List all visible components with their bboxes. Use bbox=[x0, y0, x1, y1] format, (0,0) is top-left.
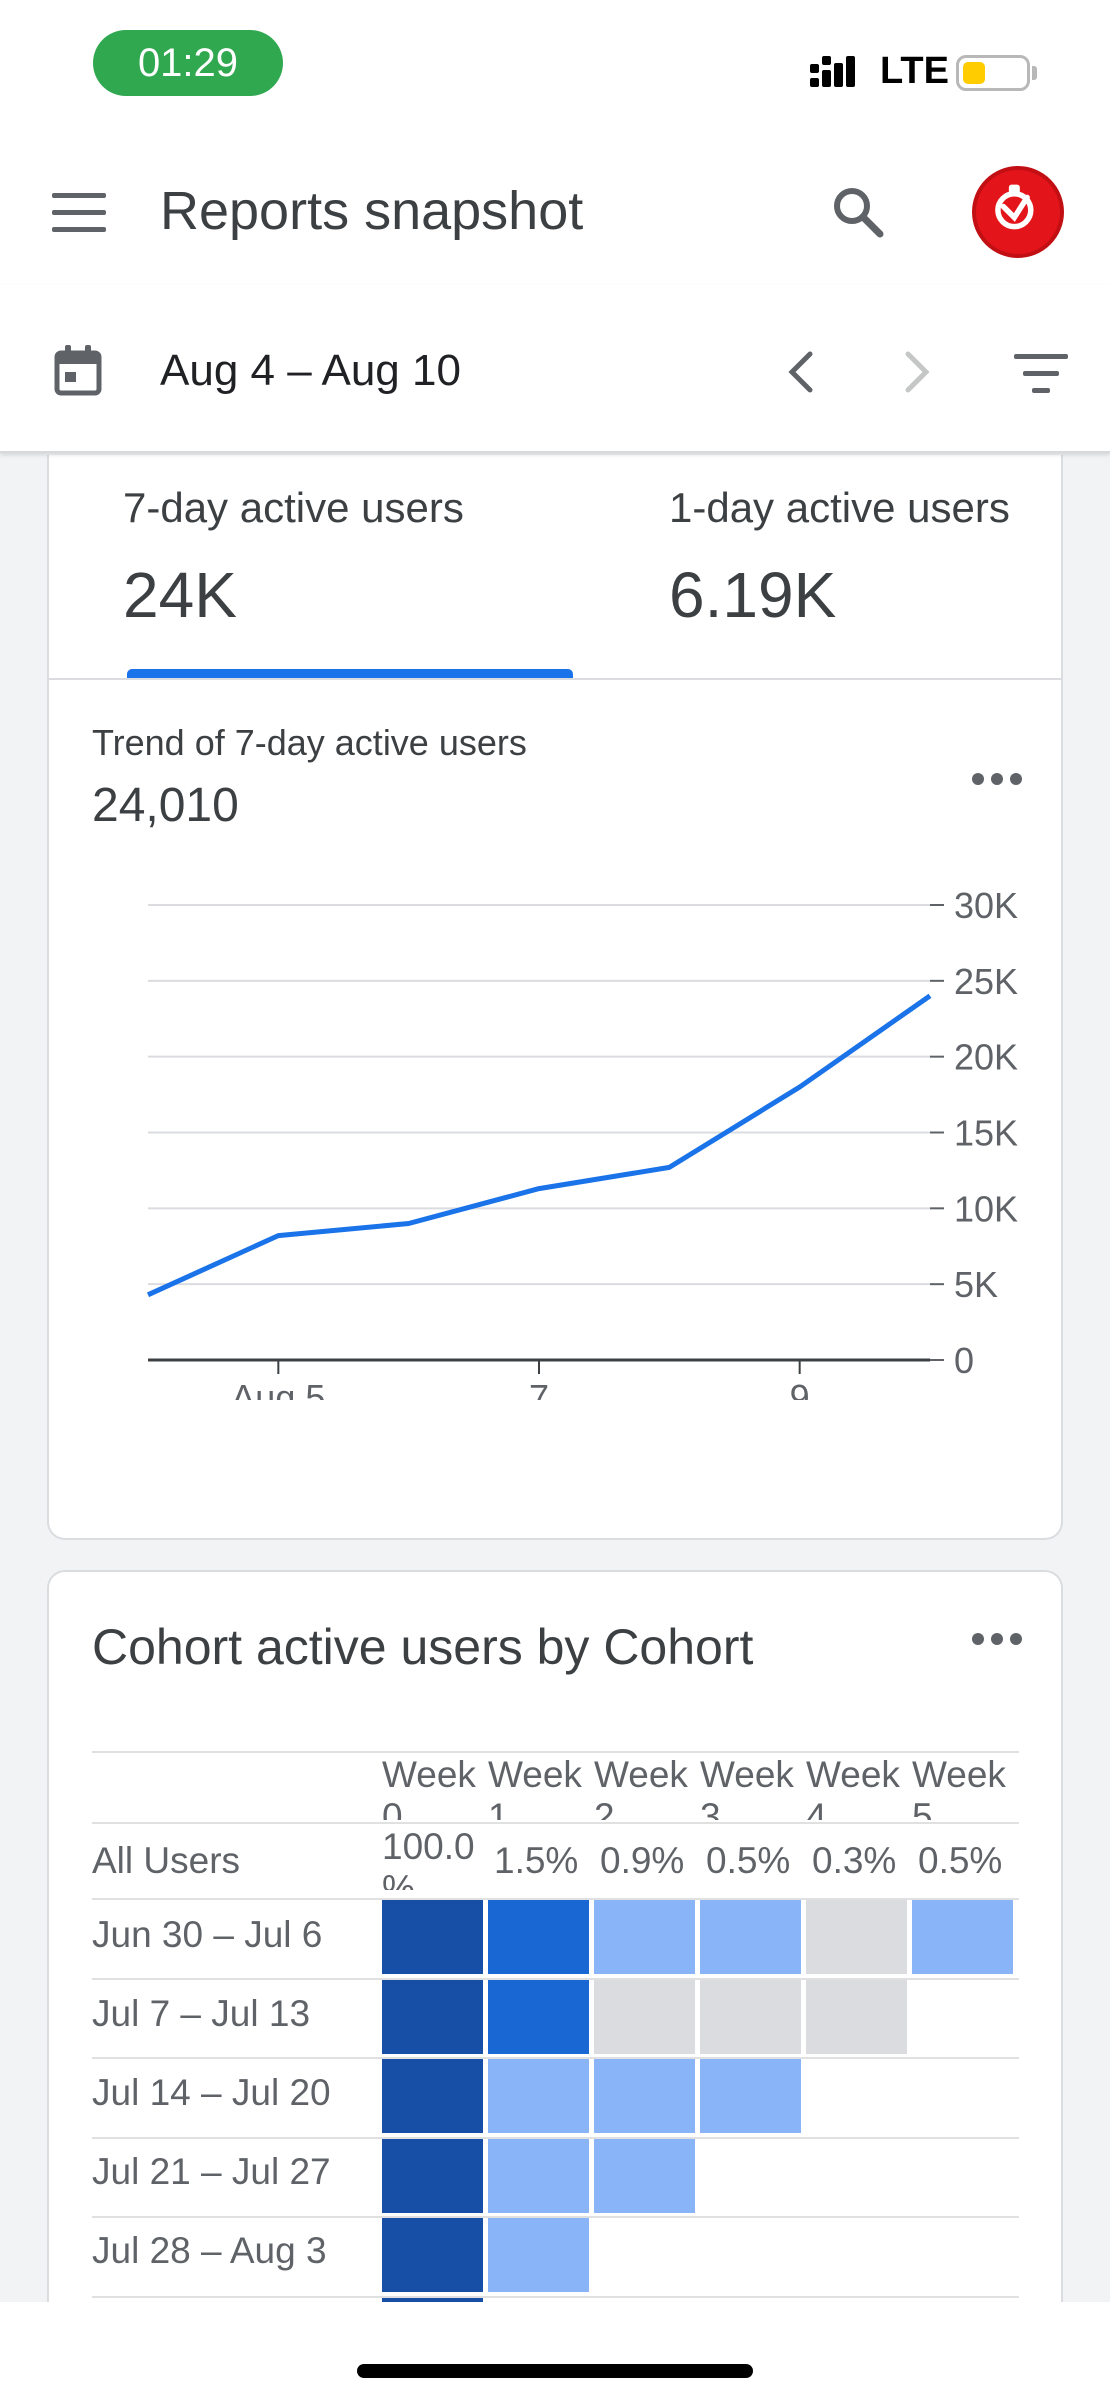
selected-tab-indicator bbox=[127, 669, 573, 678]
cohort-cell-r1-w4 bbox=[806, 1979, 907, 2054]
cohort-cell-r0-w4 bbox=[806, 1900, 907, 1974]
y-tick-label-5: 25K bbox=[954, 961, 1018, 1002]
calendar-icon[interactable] bbox=[54, 345, 102, 397]
cohort-cell-r2-w2 bbox=[594, 2059, 695, 2133]
cohort-cell-r2-w3 bbox=[700, 2059, 801, 2133]
chevron-right-icon[interactable] bbox=[896, 348, 936, 396]
bottom-bar bbox=[0, 2302, 1110, 2400]
cohort-cell-r1-w1 bbox=[488, 1979, 589, 2054]
chevron-left-icon[interactable] bbox=[782, 348, 822, 396]
battery-tip bbox=[1032, 66, 1037, 80]
all-users-week-3: 0.5% bbox=[706, 1840, 791, 1881]
all-users-week-1: 1.5% bbox=[494, 1840, 579, 1881]
y-tick-label-6: 30K bbox=[954, 885, 1018, 926]
week-header-4: Week 4 bbox=[806, 1754, 900, 1820]
x-tick-label-3: 7 bbox=[529, 1377, 549, 1400]
more-options-icon[interactable] bbox=[972, 773, 1022, 787]
cohort-cell-r1-w3 bbox=[700, 1979, 801, 2054]
all-users-week-4: 0.3% bbox=[812, 1840, 897, 1881]
cohort-row-line-3 bbox=[92, 2136, 1019, 2139]
cohort-row-line-4 bbox=[92, 2216, 1019, 2218]
cohort-title: Cohort active users by Cohort bbox=[92, 1619, 754, 1675]
cohort-cell-r1-w0 bbox=[382, 1979, 483, 2054]
cohort-table: Week 0 Week 1 Week 2 Week 3 Week 4 Week … bbox=[92, 1751, 1019, 2302]
trend-value: 24,010 bbox=[92, 779, 239, 832]
tab-divider bbox=[47, 678, 1063, 680]
cohort-row-line-5 bbox=[92, 2295, 1019, 2298]
metric-tab-1day-label[interactable]: 1-day active users bbox=[669, 484, 1010, 531]
menu-icon[interactable] bbox=[52, 193, 106, 233]
series-line-0 bbox=[146, 993, 932, 1298]
week-header-5: Week 5 bbox=[912, 1754, 1006, 1820]
cohort-cell-r1-w2 bbox=[594, 1979, 695, 2054]
cohort-row-label-3: Jul 21 – Jul 27 bbox=[92, 2151, 331, 2192]
cohort-header-top-line bbox=[92, 1751, 1019, 1753]
cohort-more-options-icon[interactable] bbox=[972, 1633, 1022, 1647]
cohort-cell-r2-w0 bbox=[382, 2059, 483, 2133]
cohort-cell-r0-w1 bbox=[488, 1900, 589, 1974]
all-users-week-5: 0.5% bbox=[918, 1840, 1003, 1881]
week-header-2: Week 2 bbox=[594, 1754, 688, 1820]
metric-tab-7day-value[interactable]: 24K bbox=[123, 559, 237, 631]
cohort-cell-r0-w3 bbox=[700, 1900, 801, 1974]
metric-tab-1day-value[interactable]: 6.19K bbox=[669, 559, 837, 631]
cohort-row-label-2: Jul 14 – Jul 20 bbox=[92, 2072, 331, 2113]
signal-icon bbox=[810, 56, 855, 87]
cohort-cell-r3-w0 bbox=[382, 2138, 483, 2213]
x-tick-label-5: 9 bbox=[790, 1377, 810, 1400]
cohort-cell-r0-w5 bbox=[912, 1900, 1013, 1974]
date-range-label[interactable]: Aug 4 – Aug 10 bbox=[160, 346, 461, 395]
all-users-label: All Users bbox=[92, 1840, 241, 1881]
metric-tab-7day-label[interactable]: 7-day active users bbox=[123, 484, 464, 531]
y-tick-label-0: 0 bbox=[954, 1340, 974, 1381]
cohort-row-line-2 bbox=[92, 2057, 1019, 2059]
y-tick-label-2: 10K bbox=[954, 1188, 1018, 1229]
y-tick-label-3: 15K bbox=[954, 1113, 1018, 1154]
cohort-cell-r2-w1 bbox=[488, 2059, 589, 2133]
battery-icon bbox=[956, 55, 1030, 91]
filter-icon[interactable] bbox=[1014, 354, 1068, 394]
all-users-week-2: 0.9% bbox=[600, 1840, 685, 1881]
trend-title: Trend of 7-day active users bbox=[92, 722, 527, 763]
network-label: LTE bbox=[880, 50, 949, 92]
cohort-header-bottom-line bbox=[92, 1822, 1019, 1824]
cohort-row-line-0 bbox=[92, 1898, 1019, 1900]
trend-line-chart: 0 5K 10K 15K 20K 25K 30K Aug 5 7 9 bbox=[146, 885, 1018, 1400]
week-header-0: Week 0 bbox=[382, 1754, 476, 1820]
app-bar bbox=[0, 140, 1110, 285]
cohort-cell-r0-w2 bbox=[594, 1900, 695, 1974]
search-icon[interactable] bbox=[828, 182, 888, 242]
cohort-row-label-4: Jul 28 – Aug 3 bbox=[92, 2230, 327, 2271]
cohort-row-label-0: Jun 30 – Jul 6 bbox=[92, 1914, 323, 1955]
avatar[interactable] bbox=[972, 166, 1064, 258]
all-users-week-0: 100.0 % bbox=[382, 1826, 475, 1890]
page-title: Reports snapshot bbox=[160, 181, 584, 241]
y-tick-label-1: 5K bbox=[954, 1264, 998, 1305]
y-tick-label-4: 20K bbox=[954, 1037, 1018, 1078]
cohort-row-line-1 bbox=[92, 1977, 1019, 1980]
cohort-cell-r4-w1 bbox=[488, 2218, 589, 2292]
week-header-1: Week 1 bbox=[488, 1754, 582, 1820]
status-time: 01:29 bbox=[93, 30, 283, 96]
cohort-row-label-1: Jul 7 – Jul 13 bbox=[92, 1993, 311, 2034]
cohort-cell-r3-w2 bbox=[594, 2138, 695, 2213]
week-header-3: Week 3 bbox=[700, 1754, 794, 1820]
home-indicator[interactable] bbox=[357, 2364, 753, 2378]
x-tick-label-1: Aug 5 bbox=[231, 1377, 325, 1400]
cohort-cell-r5-w0 bbox=[382, 2297, 483, 2302]
cohort-cell-r0-w0 bbox=[382, 1900, 483, 1974]
cohort-cell-r3-w1 bbox=[488, 2138, 589, 2213]
cohort-cell-r4-w0 bbox=[382, 2218, 483, 2292]
status-bar: 01:29 LTE bbox=[0, 0, 1110, 140]
